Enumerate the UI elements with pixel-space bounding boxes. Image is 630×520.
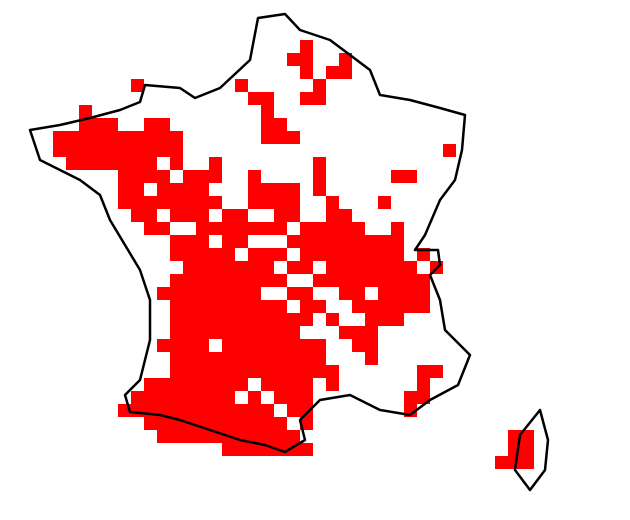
presence-cell [287, 235, 404, 248]
presence-cell [118, 404, 274, 417]
presence-cell [196, 222, 287, 235]
presence-cell [144, 378, 248, 391]
presence-cell [287, 287, 313, 300]
presence-cell [313, 274, 430, 287]
presence-cell [118, 196, 222, 209]
presence-cell [417, 378, 430, 391]
presence-cell [508, 443, 534, 456]
presence-cell [170, 157, 183, 170]
presence-cell [495, 456, 534, 469]
presence-cell [300, 222, 365, 235]
presence-cell [131, 209, 157, 222]
presence-cell [157, 339, 209, 352]
presence-cell [326, 196, 339, 209]
presence-cell [339, 326, 378, 339]
presence-cell [144, 222, 170, 235]
presence-cell [53, 144, 183, 157]
presence-cell [378, 287, 430, 300]
presence-cell [391, 222, 404, 235]
presence-cell [261, 131, 300, 144]
presence-cell [209, 157, 222, 170]
presence-cell [274, 391, 313, 404]
presence-cell [222, 443, 313, 456]
presence-cell [365, 352, 378, 365]
presence-cell [339, 287, 365, 300]
presence-cell [170, 248, 235, 261]
presence-cell [300, 300, 326, 313]
presence-cell [170, 209, 209, 222]
presence-cell [261, 105, 274, 118]
presence-cell [79, 105, 92, 118]
presence-cell [313, 157, 326, 170]
presence-cell [261, 118, 287, 131]
presence-cell [313, 79, 326, 92]
presence-cell [300, 92, 326, 105]
presence-cell [248, 248, 287, 261]
presence-cell [313, 170, 326, 183]
presence-cell [326, 313, 339, 326]
presence-cell [443, 144, 456, 157]
presence-cell [53, 131, 183, 144]
grid-cells [53, 40, 534, 469]
presence-cell [170, 313, 313, 326]
presence-cell [144, 118, 170, 131]
presence-cell [183, 170, 222, 183]
presence-cell [274, 209, 300, 222]
presence-cell [170, 235, 209, 248]
presence-cell [131, 391, 235, 404]
presence-cell [144, 417, 287, 430]
presence-cell [287, 53, 313, 66]
presence-cell [417, 365, 443, 378]
presence-cell [300, 66, 313, 79]
presence-cell [222, 339, 326, 352]
presence-cell [66, 157, 157, 170]
presence-cell [300, 417, 313, 430]
presence-cell [404, 391, 430, 404]
presence-cell [170, 365, 339, 378]
france-outline [28, 12, 472, 454]
presence-cell [118, 183, 144, 196]
presence-cell [352, 300, 430, 313]
presence-cell [170, 326, 300, 339]
presence-cell [131, 79, 144, 92]
presence-cell [391, 170, 417, 183]
presence-cell [352, 339, 378, 352]
presence-cell [326, 261, 417, 274]
presence-cell [378, 196, 391, 209]
presence-cell [287, 261, 313, 274]
presence-cell [300, 248, 404, 261]
presence-cell [313, 183, 326, 196]
presence-cell [365, 313, 404, 326]
presence-cell [157, 183, 209, 196]
presence-cell [222, 235, 248, 248]
presence-cell [326, 378, 339, 391]
presence-cell [248, 391, 261, 404]
presence-cell [326, 66, 352, 79]
presence-cell [118, 170, 170, 183]
presence-cell [248, 183, 300, 196]
presence-cell [183, 261, 274, 274]
presence-cell [170, 352, 326, 365]
presence-cell [300, 40, 313, 53]
presence-cell [248, 170, 261, 183]
presence-cell [170, 300, 287, 313]
presence-cell [157, 287, 261, 300]
presence-cell [248, 92, 274, 105]
presence-cell [235, 79, 248, 92]
presence-cell [261, 378, 313, 391]
presence-cell [170, 274, 287, 287]
presence-cell [79, 118, 118, 131]
presence-cell [339, 53, 352, 66]
presence-cell [326, 209, 352, 222]
corsica-outline [513, 408, 550, 492]
presence-cell [248, 196, 300, 209]
presence-cell [222, 209, 248, 222]
